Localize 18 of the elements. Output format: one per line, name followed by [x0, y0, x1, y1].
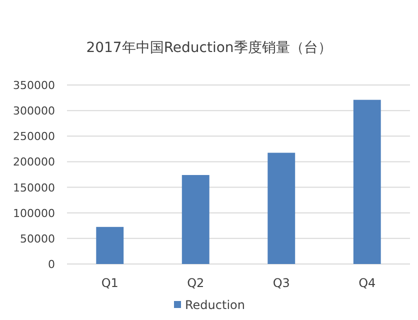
x-tick-label: Q1 [101, 276, 118, 290]
x-tick-label: Q4 [358, 276, 376, 290]
y-tick-label: 0 [48, 258, 55, 271]
y-tick-label: 300000 [13, 104, 55, 118]
bar [96, 226, 124, 264]
bar [182, 175, 210, 264]
legend-label: Reduction [185, 298, 245, 312]
bar [268, 152, 296, 264]
y-tick-label: 250000 [13, 130, 55, 144]
bar [353, 100, 381, 264]
y-tick-label: 200000 [13, 156, 55, 169]
x-tick-label: Q2 [187, 276, 204, 290]
y-tick-label: 50000 [20, 232, 55, 246]
y-tick-label: 350000 [13, 79, 55, 92]
chart-title: 2017年中国Reduction季度销量（台） [86, 40, 332, 56]
y-tick-label: 150000 [13, 181, 55, 194]
y-tick-label: 100000 [13, 206, 55, 220]
x-tick-label: Q3 [272, 276, 290, 290]
